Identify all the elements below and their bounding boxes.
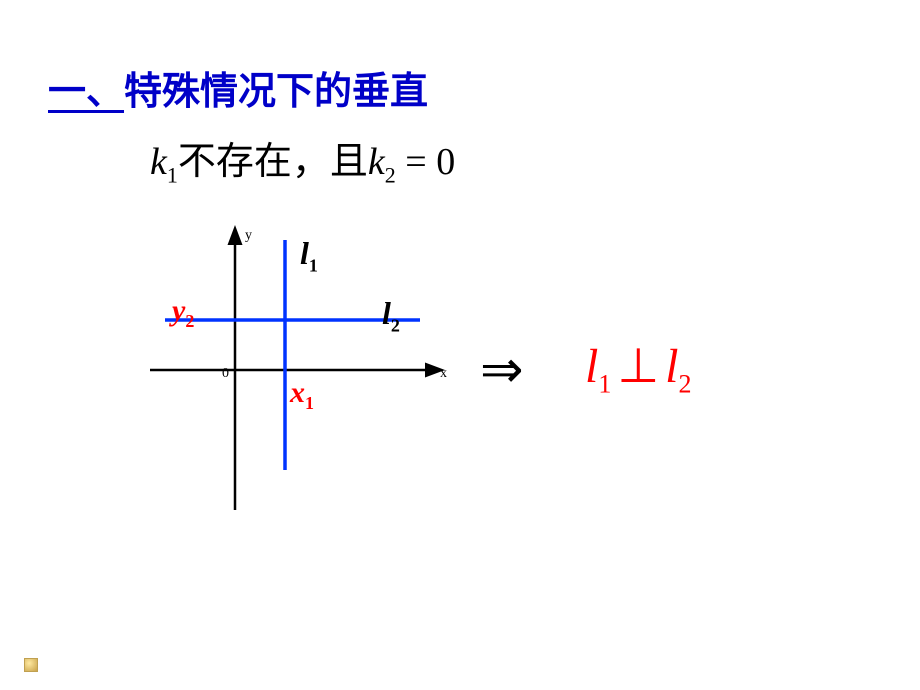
conclusion: l1⊥l2 <box>585 338 692 400</box>
condition-formula: k1不存在，且k2 = 0 <box>150 130 455 189</box>
k1-var: k <box>150 141 167 183</box>
l1-sub: 1 <box>309 255 318 275</box>
concl-l2-sub: 2 <box>679 370 692 399</box>
formula-mid: 不存在，且 <box>178 141 368 183</box>
slide-title: 一、特殊情况下的垂直 <box>48 60 428 115</box>
origin-label: 0 <box>222 366 229 382</box>
y2-sub: 2 <box>185 311 194 331</box>
slide-bullet-icon <box>24 658 38 672</box>
l2-var: l <box>382 295 391 331</box>
concl-l2: l <box>665 340 678 393</box>
l2-sub: 2 <box>391 315 400 335</box>
implies-symbol: ⇒ <box>480 340 524 400</box>
x-axis-label: x <box>440 366 447 382</box>
k2-sub: 2 <box>385 163 396 188</box>
l1-label: l1 <box>300 235 318 276</box>
k2-var: k <box>368 141 385 183</box>
formula-eq: = 0 <box>396 141 455 183</box>
title-prefix: 一、 <box>48 71 124 113</box>
coordinate-diagram: y x 0 l1 l2 y2 x1 <box>150 210 460 520</box>
title-text: 特殊情况下的垂直 <box>124 71 428 113</box>
x1-var: x <box>290 376 305 409</box>
l1-var: l <box>300 235 309 271</box>
l2-label: l2 <box>382 295 400 336</box>
x1-sub: 1 <box>305 393 314 413</box>
perp-symbol: ⊥ <box>611 340 665 393</box>
y2-label: y2 <box>172 294 194 332</box>
k1-sub: 1 <box>167 163 178 188</box>
x1-label: x1 <box>290 376 314 414</box>
concl-l1: l <box>585 340 598 393</box>
y-axis-label: y <box>245 228 252 244</box>
concl-l1-sub: 1 <box>598 370 611 399</box>
y2-var: y <box>172 294 185 327</box>
slide: 一、特殊情况下的垂直 k1不存在，且k2 = 0 y x 0 l1 l2 y2 <box>0 0 920 690</box>
